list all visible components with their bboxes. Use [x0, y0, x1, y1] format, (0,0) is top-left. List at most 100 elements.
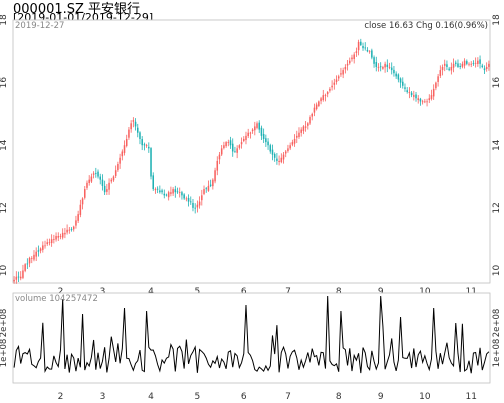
candle-body — [335, 79, 338, 82]
candle-body — [295, 135, 298, 138]
candle-body — [207, 185, 210, 191]
candle-body — [271, 149, 274, 155]
last-close-label: close 16.63 Chg 0.16(0.96%) — [364, 21, 488, 31]
candle-body — [132, 120, 135, 122]
y-tick-label-left: 16 — [0, 77, 9, 89]
candle-body — [53, 239, 55, 240]
candle-body — [474, 62, 477, 64]
x-tick-label: 6 — [241, 392, 247, 402]
candle-body — [348, 60, 351, 64]
candle-body — [430, 95, 433, 99]
candle-body — [139, 132, 141, 139]
candle-body — [337, 76, 340, 79]
candle-body — [174, 189, 177, 193]
candle-body — [64, 232, 66, 235]
candle-body — [44, 245, 46, 247]
candle-body — [309, 117, 311, 124]
volume-axes — [12, 292, 491, 384]
candle-body — [410, 92, 413, 96]
candle-body — [293, 138, 296, 144]
candle-body — [406, 90, 408, 93]
candle-body — [183, 194, 185, 199]
x-tick-label: 9 — [378, 392, 384, 402]
candle-body — [258, 122, 261, 130]
x-tick-label: 5 — [195, 392, 201, 402]
y-tick-label-left: 14 — [0, 139, 9, 151]
candle-body — [284, 151, 287, 154]
candle-body — [399, 78, 402, 83]
candle-body — [81, 198, 84, 205]
candle-body — [353, 54, 355, 59]
candle-body — [441, 66, 444, 71]
candle-body — [154, 189, 157, 191]
candle-body — [231, 143, 234, 152]
candle-body — [364, 47, 367, 49]
candle-body — [426, 101, 428, 103]
candle-body — [156, 188, 159, 190]
candle-body — [459, 65, 461, 67]
candle-body — [161, 190, 163, 193]
candle-body — [57, 236, 60, 238]
candle-body — [481, 65, 484, 67]
x-tick-label: 3 — [100, 287, 106, 297]
candle-body — [108, 182, 110, 190]
candle-body — [77, 214, 79, 221]
chart-title: 000001.SZ 平安银行 — [13, 2, 141, 17]
candle-body — [205, 188, 208, 190]
volume-panel-frame — [12, 292, 491, 384]
candle-body — [437, 76, 439, 82]
candle-body — [397, 74, 400, 80]
candle-body — [152, 175, 155, 190]
candle-body — [267, 141, 269, 146]
y-tick-label-left: 12 — [0, 202, 9, 213]
candle-body — [165, 194, 168, 196]
candle-body — [103, 185, 106, 193]
y-tick-label-right: 12 — [492, 202, 502, 213]
candle-body — [42, 245, 44, 250]
candle-body — [355, 51, 358, 53]
candle-body — [48, 242, 51, 244]
candle-body — [470, 63, 473, 65]
candle-body — [97, 171, 99, 177]
candle-body — [282, 154, 285, 160]
candle-body — [421, 101, 424, 103]
candle-body — [472, 63, 475, 64]
x-tick-label: 8 — [336, 287, 342, 297]
candle-body — [461, 63, 464, 67]
volume-y-tick-label-left: 1e+08 — [0, 339, 9, 368]
candle-body — [33, 254, 35, 260]
volume-line — [13, 295, 490, 374]
candle-body — [452, 63, 455, 68]
candle-body — [291, 142, 294, 145]
candle-body — [273, 154, 276, 158]
candle-body — [265, 138, 267, 143]
candle-body — [189, 201, 192, 203]
y-tick-label-right: 16 — [492, 77, 502, 89]
volume-labels: 234567891011121e+081e+082e+082e+08volume… — [0, 294, 502, 402]
candle-body — [324, 95, 327, 96]
candle-body — [393, 69, 395, 74]
x-tick-label: 2 — [58, 392, 64, 402]
candle-body — [181, 192, 183, 196]
y-tick-label-right: 18 — [492, 14, 502, 26]
candle-body — [346, 63, 349, 66]
candle-body — [384, 63, 386, 68]
candle-body — [315, 104, 318, 110]
candle-body — [240, 142, 243, 145]
candle-body — [390, 67, 393, 71]
candle-body — [408, 92, 411, 93]
candle-body — [262, 134, 265, 139]
candle-body — [216, 160, 219, 171]
candle-body — [201, 195, 203, 201]
candle-body — [163, 193, 166, 196]
candle-body — [404, 87, 406, 89]
candle-body — [117, 164, 119, 171]
candle-body — [342, 70, 344, 75]
candle-body — [24, 264, 26, 271]
candle-body — [432, 88, 435, 97]
candle-body — [443, 63, 446, 66]
candle-body — [479, 59, 481, 64]
volume-y-tick-label-right: 2e+08 — [492, 309, 502, 338]
candle-body — [344, 66, 347, 70]
